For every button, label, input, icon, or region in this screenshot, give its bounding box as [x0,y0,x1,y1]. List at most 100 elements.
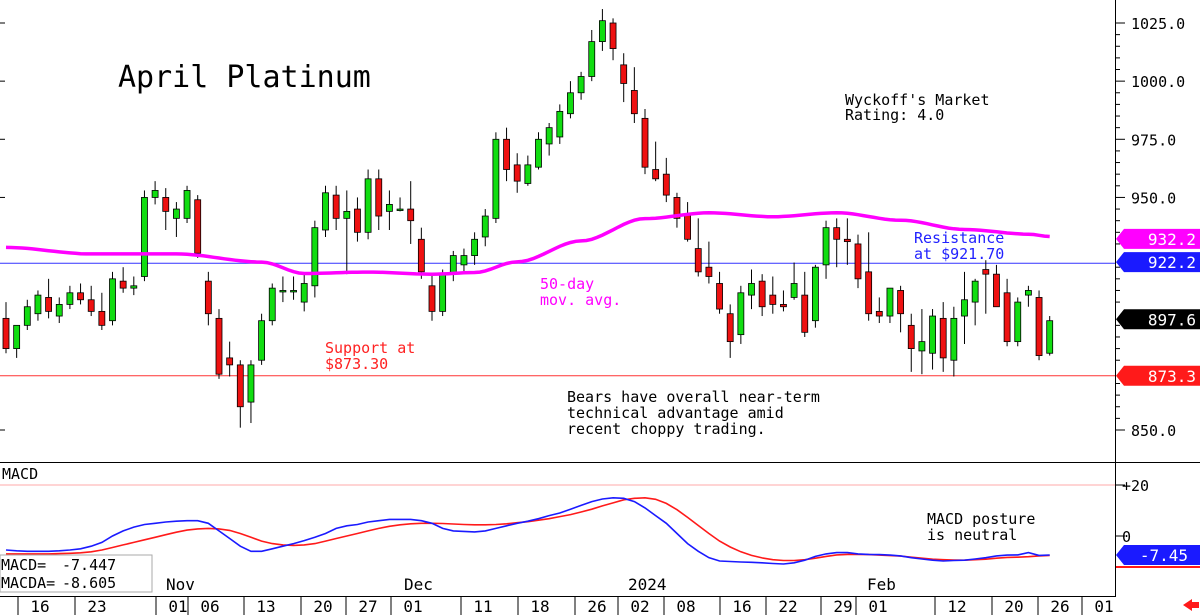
price-tags: 932.2 922.2 897.6 873.3 [1116,228,1200,386]
candle [556,104,564,144]
candle [758,274,766,317]
candle-body-down [716,283,723,310]
price-tag-shape [1116,365,1200,386]
candle [141,190,148,282]
candle [23,299,31,330]
candle [907,313,915,372]
candle-body-up [886,287,894,317]
candle-body-up [471,238,479,256]
candle [843,218,851,265]
price-tag: 922.2 [1116,252,1200,273]
candle [503,127,510,182]
candle [694,218,702,277]
candle [971,278,979,326]
candle [630,67,638,124]
candle [151,181,159,205]
candle-body-down [119,280,127,289]
candle-body-up [460,255,468,266]
candle-body-down [194,199,202,254]
candle [215,309,223,379]
candle [492,132,500,224]
candle-body-up [322,192,329,231]
candle [769,276,777,314]
candle [300,274,308,312]
candle [322,185,329,237]
date-tick-label: 22 [778,597,797,615]
macd-line [5,496,1050,565]
candle [109,271,116,326]
resistance-label-line1: Resistance [914,229,1004,247]
candle [119,267,127,293]
candle [385,190,393,230]
candle-body-down [875,310,883,317]
candle-body-down [87,299,95,312]
candle-body-up [151,190,159,198]
scroll-left-arrow-icon[interactable] [1183,599,1199,611]
macd-annotation-line1: MACD posture [927,510,1035,528]
candle-body-down [993,273,1000,308]
candle [886,287,894,324]
candle [737,285,745,344]
date-tick-label: 18 [530,597,549,615]
support-label-line1: Support at [325,339,415,357]
candle-body-up [34,294,42,315]
candle [332,185,340,230]
candle-body-up [172,208,180,219]
candle-body-down [215,317,223,375]
candle [790,262,798,300]
candle-body-down [2,317,10,350]
candle [662,157,670,203]
candle-body-up [748,283,755,296]
macda-readout-label: MACDA= [1,574,55,592]
candle-body-down [865,271,873,315]
candle-body-up [109,278,116,322]
candle-body-up [449,255,457,275]
candle-body-up [812,266,819,322]
candle [460,248,468,275]
candle-body-up [961,299,968,317]
date-tick-label: 01 [168,597,187,615]
date-tick-label: 26 [1050,597,1069,615]
date-tick-label: 01 [868,597,887,615]
candle-body-up [535,138,542,168]
candle-body-up [66,292,74,305]
candle [588,29,596,82]
candle [929,309,936,370]
level-lines [0,262,1115,377]
candle-body-down [503,138,510,170]
macd-tick-label: +20 [1122,477,1149,495]
candle [1035,290,1043,361]
macd-panel-title: MACD [2,465,38,483]
candle-body-down [897,290,904,315]
candle [77,283,84,305]
candle-body-down [641,117,649,168]
date-tick-label: 06 [200,597,219,615]
date-tick-label: 16 [732,597,751,615]
candle-body-down [843,238,851,243]
candle [524,155,532,186]
macda-readout-value: -8.605 [62,574,116,592]
candle-body-down [854,243,862,280]
candle [513,153,521,193]
candle-body-down [226,357,234,366]
candle-body-up [13,324,21,350]
candle-body-down [236,364,244,408]
candle-body-down [609,22,617,49]
date-axis: 16 23 01 06 13 20 27 01 11 18 26 02 08 16 22 29 01 12 20 26… [17,575,1114,615]
moving-average-line [5,211,1050,276]
candle [620,53,628,103]
candle-body-up [183,190,191,219]
candle [599,9,606,51]
candle [343,190,351,275]
macd-tag-shape [1116,544,1200,565]
candle [1025,285,1032,307]
candlesticks [2,9,1054,428]
candle [279,276,287,303]
date-tick-label: 16 [30,597,49,615]
candle [428,274,436,321]
candle-body-down [77,292,84,301]
candle-body-up [950,317,958,361]
candle-body-up [524,164,532,184]
price-tag-shape [1116,228,1200,249]
